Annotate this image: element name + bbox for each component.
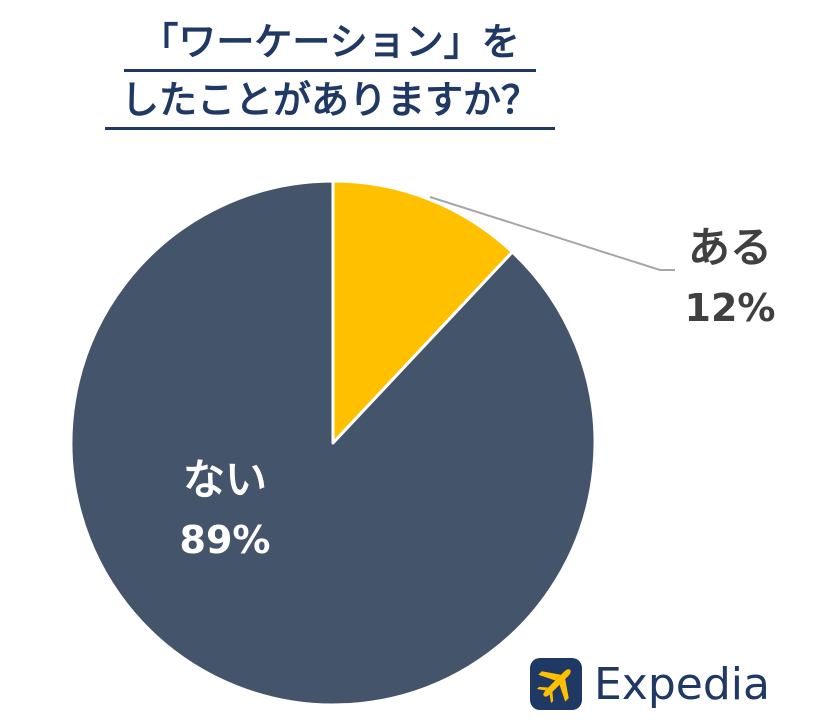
slice-category-yes: ある — [687, 223, 772, 272]
pie-slice-yes — [331, 179, 514, 445]
chart-title-line-1: 「ワーケーション」を — [124, 15, 536, 72]
slice-category-no: ない — [182, 455, 267, 504]
pie-slice-no — [69, 179, 597, 707]
expedia-logo: Expedia — [530, 652, 770, 716]
pie-slices — [69, 179, 597, 707]
logo-text: Expedia — [594, 658, 770, 710]
chart-title: 「ワーケーション」を したことがありますか？ — [0, 14, 660, 130]
airplane-icon — [530, 658, 582, 710]
slice-label-no: ない 89% — [150, 450, 300, 570]
slice-label-yes: ある 12% — [660, 218, 800, 338]
chart-title-line-2: したことがありますか？ — [104, 73, 555, 130]
leader-line-yes — [429, 196, 675, 271]
slice-percent-yes: 12% — [684, 286, 776, 330]
slice-percent-no: 89% — [179, 518, 271, 562]
